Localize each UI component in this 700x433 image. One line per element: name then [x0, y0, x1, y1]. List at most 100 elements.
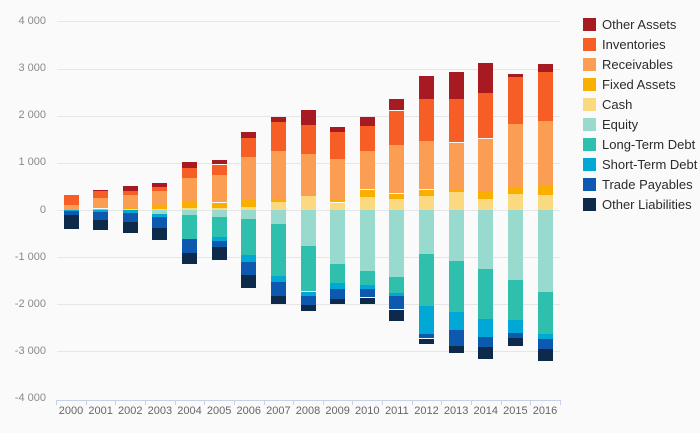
- legend-item-other-liabilities[interactable]: Other Liabilities: [583, 197, 692, 212]
- x-axis-tick: [411, 400, 413, 405]
- gridline: [57, 351, 560, 353]
- bar-segment-equity: [507, 210, 523, 280]
- bar-segment-long-term-debt: [330, 264, 346, 283]
- bar-segment-fixed-assets: [122, 207, 138, 210]
- bar-segment-other-assets: [211, 159, 227, 165]
- bar-segment-cash: [359, 196, 375, 210]
- bar-segment-cash: [152, 208, 168, 210]
- bar-segment-other-liabilities: [152, 228, 168, 241]
- legend-label: Long-Term Debt: [602, 136, 696, 152]
- legend-swatch-icon: [583, 198, 596, 211]
- bar-segment-equity: [241, 210, 257, 219]
- bar-segment-inventories: [122, 190, 138, 195]
- legend-swatch-icon: [583, 138, 596, 151]
- x-axis-tick: [530, 400, 532, 405]
- bar-segment-long-term-debt: [270, 224, 286, 277]
- bar-segment-short-term-debt: [448, 312, 464, 331]
- bar-segment-fixed-assets: [270, 200, 286, 202]
- bar-segment-long-term-debt: [507, 279, 523, 321]
- legend-swatch-icon: [583, 118, 596, 131]
- y-axis-label: -4 000: [14, 392, 46, 405]
- bar-segment-long-term-debt: [300, 245, 316, 292]
- bar-segment-trade-payables: [507, 332, 523, 339]
- x-axis-label: 2006: [236, 405, 262, 417]
- bar-segment-cash: [537, 195, 553, 210]
- bar-segment-short-term-debt: [419, 306, 434, 334]
- x-axis-tick: [322, 400, 324, 405]
- x-axis-tick: [174, 400, 176, 405]
- bar-segment-receivables: [419, 141, 434, 190]
- bar-segment-equity: [419, 210, 434, 255]
- legend-item-equity[interactable]: Equity: [583, 117, 638, 132]
- bar-segment-other-liabilities: [330, 298, 346, 304]
- legend-item-fixed-assets[interactable]: Fixed Assets: [583, 77, 676, 92]
- bar-segment-trade-payables: [211, 241, 227, 248]
- bar-segment-inventories: [63, 194, 79, 206]
- x-axis-label: 2009: [325, 405, 350, 417]
- bar-segment-long-term-debt: [419, 254, 434, 307]
- legend-item-long-term-debt[interactable]: Long-Term Debt: [583, 136, 696, 152]
- bar-segment-trade-payables: [152, 217, 168, 229]
- bar-segment-inventories: [93, 190, 109, 198]
- x-axis-label: 2010: [355, 405, 380, 417]
- bar-segment-other-liabilities: [389, 309, 405, 322]
- bar-segment-inventories: [270, 122, 286, 152]
- bar-segment-long-term-debt: [359, 271, 375, 285]
- bar-segment-cash: [389, 198, 405, 210]
- bar-segment-short-term-debt: [537, 333, 553, 339]
- bar-segment-short-term-debt: [270, 276, 286, 283]
- gridline: [57, 68, 560, 70]
- bar-segment-receivables: [182, 178, 197, 203]
- bar-segment-short-term-debt: [211, 237, 227, 242]
- bar-segment-receivables: [270, 151, 286, 201]
- bar-segment-cash: [507, 194, 523, 210]
- bar-segment-other-assets: [359, 116, 375, 127]
- legend-label: Other Assets: [602, 16, 677, 32]
- bar-segment-receivables: [389, 144, 405, 194]
- x-axis-label: 2014: [473, 405, 499, 417]
- bar-segment-receivables: [507, 124, 523, 187]
- bar-segment-receivables: [152, 191, 168, 205]
- x-axis-tick: [56, 400, 58, 405]
- legend-item-short-term-debt[interactable]: Short-Term Debt: [583, 156, 698, 172]
- bar-segment-equity: [182, 210, 197, 216]
- legend-item-receivables[interactable]: Receivables: [583, 57, 673, 72]
- bar-segment-equity: [300, 210, 316, 246]
- bar-segment-inventories: [152, 187, 168, 192]
- x-axis-label: 2002: [118, 405, 143, 417]
- bar-segment-inventories: [389, 110, 405, 145]
- bar-segment-fixed-assets: [93, 208, 109, 210]
- bar-segment-equity: [152, 210, 168, 215]
- y-axis-label: -1 000: [14, 250, 46, 263]
- bar-segment-cash: [419, 195, 434, 210]
- bar-segment-fixed-assets: [419, 189, 434, 196]
- legend-label: Short-Term Debt: [602, 156, 698, 172]
- bar-segment-equity: [359, 210, 375, 272]
- legend-swatch-icon: [583, 78, 596, 91]
- bar-segment-other-liabilities: [63, 215, 79, 229]
- legend-item-trade-payables[interactable]: Trade Payables: [583, 177, 693, 192]
- legend-swatch-icon: [583, 58, 596, 71]
- bar-segment-other-liabilities: [359, 297, 375, 305]
- bar-segment-cash: [122, 209, 138, 210]
- bar-segment-short-term-debt: [389, 293, 405, 296]
- y-axis-label: -2 000: [14, 297, 46, 310]
- legend-item-cash[interactable]: Cash: [583, 97, 632, 112]
- x-axis-tick: [441, 400, 443, 405]
- y-axis-label: 3 000: [18, 62, 46, 75]
- bar-segment-trade-payables: [419, 333, 434, 339]
- bar-segment-trade-payables: [330, 288, 346, 299]
- legend-item-inventories[interactable]: Inventories: [583, 36, 666, 52]
- bar-segment-equity: [330, 210, 346, 264]
- bar-segment-other-assets: [537, 64, 553, 72]
- legend-item-other-assets[interactable]: Other Assets: [583, 16, 677, 32]
- bar-segment-other-assets: [182, 162, 197, 169]
- legend-label: Inventories: [602, 36, 666, 52]
- bar-segment-fixed-assets: [182, 202, 197, 208]
- bar-segment-short-term-debt: [93, 210, 109, 212]
- legend-swatch-icon: [583, 38, 596, 51]
- x-axis-tick: [293, 400, 295, 405]
- bar-segment-fixed-assets: [478, 192, 494, 200]
- y-axis-label: 4 000: [18, 14, 46, 27]
